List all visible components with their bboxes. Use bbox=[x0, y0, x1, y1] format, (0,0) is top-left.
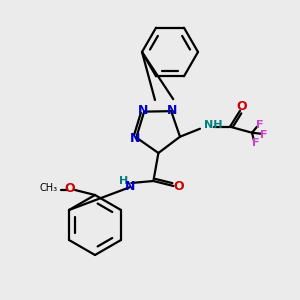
Text: CH₃: CH₃ bbox=[40, 183, 58, 193]
Text: O: O bbox=[173, 181, 184, 194]
Text: H: H bbox=[119, 176, 128, 186]
Text: N: N bbox=[125, 181, 136, 194]
Text: O: O bbox=[65, 182, 75, 194]
Text: F: F bbox=[256, 120, 264, 130]
Text: O: O bbox=[237, 100, 247, 113]
Text: N: N bbox=[167, 104, 177, 117]
Text: N: N bbox=[130, 132, 140, 145]
Text: F: F bbox=[252, 138, 260, 148]
Text: N: N bbox=[138, 104, 148, 117]
Text: F: F bbox=[260, 130, 268, 140]
Text: NH: NH bbox=[204, 120, 223, 130]
